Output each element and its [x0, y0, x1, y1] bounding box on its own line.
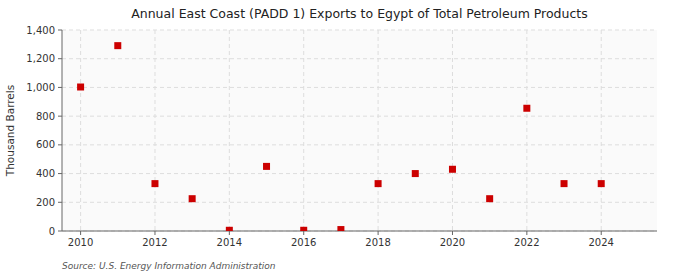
- x-tick-label: 2012: [142, 237, 167, 248]
- y-tick-label: 1,200: [26, 53, 55, 64]
- x-tick-label: 2014: [217, 237, 242, 248]
- x-grid-line: [80, 30, 81, 231]
- x-grid-line: [526, 30, 527, 231]
- point: [226, 227, 233, 231]
- x-grid-line: [452, 30, 453, 231]
- axes: 0 200 400 600 800 1,000 1,200 1,400 2010 2012 2014…: [26, 25, 657, 249]
- point: [523, 105, 530, 112]
- chart: 0 200 400 600 800 1,000 1,200 1,400 2010 2012 2014…: [0, 0, 675, 275]
- y-grid-line: [62, 231, 657, 232]
- points: [77, 42, 605, 231]
- y-tick-label: 600: [36, 139, 55, 150]
- point: [449, 166, 456, 173]
- y-tick: [58, 173, 62, 174]
- x-grid-line: [229, 30, 230, 231]
- point: [263, 163, 270, 170]
- y-axis-label: Thousand Barrels: [4, 85, 16, 177]
- point: [151, 180, 158, 187]
- y-grid-line: [62, 58, 657, 59]
- y-tick-label: 200: [36, 197, 55, 208]
- plot-area: [62, 30, 657, 231]
- x-tick: [80, 231, 81, 235]
- y-tick-label: 400: [36, 168, 55, 179]
- y-grid-line: [62, 202, 657, 203]
- x-tick: [154, 231, 155, 235]
- point: [337, 226, 344, 231]
- y-grid-line: [62, 144, 657, 145]
- point: [598, 180, 605, 187]
- y-tick: [58, 30, 62, 31]
- grid: [62, 30, 657, 231]
- y-axis-line: [62, 30, 63, 231]
- title: Annual East Coast (PADD 1) Exports to Eg…: [131, 6, 588, 21]
- point: [561, 180, 568, 187]
- x-tick: [303, 231, 304, 235]
- y-tick: [58, 144, 62, 145]
- y-tick-label: 0: [49, 226, 55, 237]
- y-tick: [58, 231, 62, 232]
- x-tick: [229, 231, 230, 235]
- x-tick-label: 2016: [291, 237, 316, 248]
- x-grid-line: [154, 30, 155, 231]
- y-grid-line: [62, 116, 657, 117]
- x-tick: [452, 231, 453, 235]
- point: [412, 170, 419, 177]
- point: [486, 195, 493, 202]
- x-grid-line: [303, 30, 304, 231]
- y-grid-line: [62, 173, 657, 174]
- y-tick: [58, 87, 62, 88]
- point: [114, 42, 121, 49]
- x-tick-label: 2022: [514, 237, 539, 248]
- x-tick: [526, 231, 527, 235]
- point: [375, 180, 382, 187]
- y-tick-label: 1,400: [26, 25, 55, 36]
- point: [300, 227, 307, 231]
- x-tick-label: 2018: [365, 237, 390, 248]
- source-note: Source: U.S. Energy Information Administ…: [62, 261, 276, 271]
- x-tick-label: 2024: [588, 237, 613, 248]
- point: [189, 195, 196, 202]
- x-axis-line: [62, 231, 657, 232]
- x-grid-line: [601, 30, 602, 231]
- y-grid-line: [62, 30, 657, 31]
- x-grid-line: [378, 30, 379, 231]
- point: [77, 83, 84, 90]
- x-tick: [378, 231, 379, 235]
- y-tick: [58, 202, 62, 203]
- x-tick-label: 2010: [68, 237, 93, 248]
- y-tick-label: 1,000: [26, 82, 55, 93]
- x-tick-label: 2020: [440, 237, 465, 248]
- x-tick: [601, 231, 602, 235]
- y-grid-line: [62, 87, 657, 88]
- y-tick-label: 800: [36, 111, 55, 122]
- y-tick: [58, 116, 62, 117]
- y-tick: [58, 58, 62, 59]
